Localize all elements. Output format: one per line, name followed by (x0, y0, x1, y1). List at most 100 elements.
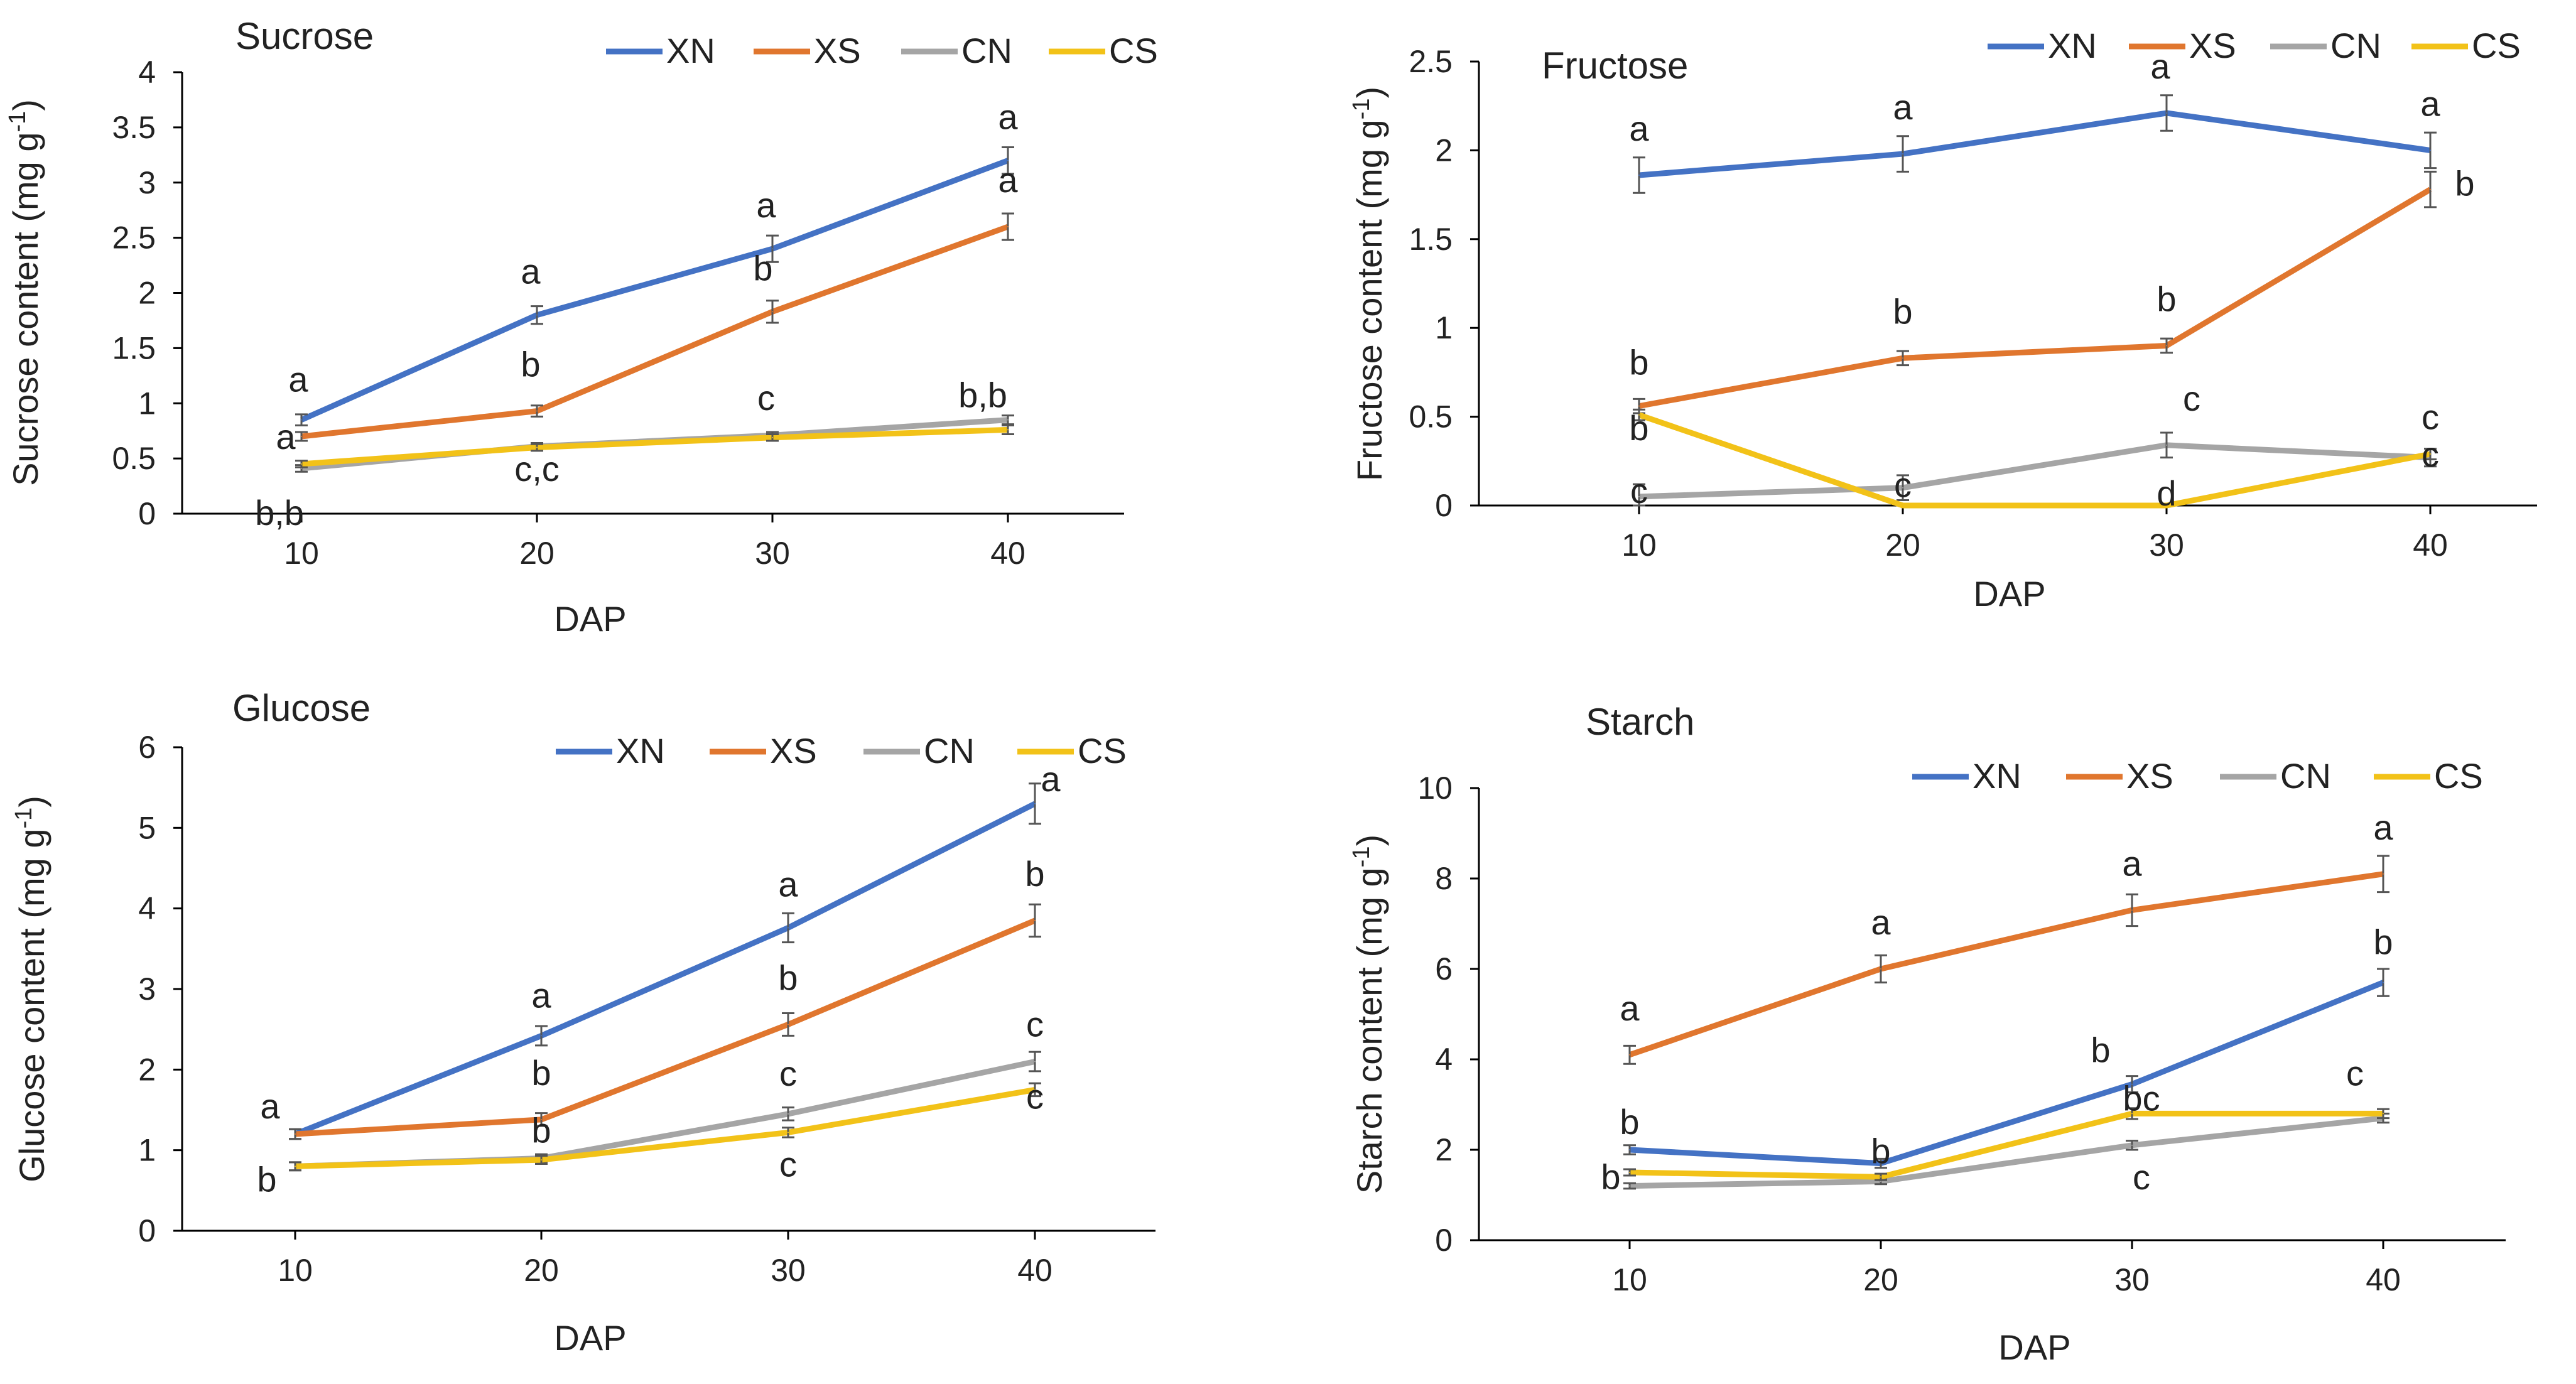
data-point-cs (2131, 1113, 2133, 1115)
data-point-xs (772, 311, 773, 313)
x-tick-label: 30 (2114, 1262, 2150, 1297)
significance-letter: c (2422, 397, 2439, 437)
significance-letter: b (1629, 408, 1648, 448)
y-axis-label: Starch content (mg g-1) (1348, 835, 1389, 1194)
x-tick-label: 40 (1017, 1253, 1053, 1288)
y-axis-label-end: ) (1350, 87, 1389, 99)
series-line-cs (301, 426, 1009, 467)
data-point-xs (1007, 226, 1009, 228)
y-axis-label-text: Fructose content (mg g (1350, 119, 1389, 481)
data-point-cn (1629, 1185, 1630, 1187)
y-tick-label: 2 (138, 276, 156, 311)
x-tick-label: 30 (755, 536, 790, 571)
significance-letter: a (2420, 84, 2440, 123)
significance-letter: b (1601, 1157, 1620, 1197)
data-point-cs (1902, 505, 1903, 506)
data-point-cs (772, 436, 773, 438)
data-point-xs (787, 1024, 789, 1025)
y-axis-label-end: ) (1350, 835, 1389, 846)
significance-letter: a (998, 160, 1018, 200)
y-tick-label: 2 (1435, 1132, 1453, 1167)
y-tick-label: 0 (1435, 1223, 1453, 1258)
data-point-cs (1007, 429, 1009, 431)
chart-panel-starch: 0 2 4 6 8 10 10 20 30 40 Starch DAP Starch content (… (1348, 701, 2506, 1367)
y-tick-label: 0 (138, 1213, 156, 1248)
y-tick-label: 8 (1435, 861, 1453, 896)
y-axis-label: Fructose content (mg g-1) (1348, 87, 1389, 481)
legend-label-xs: XS (814, 31, 861, 70)
y-axis-label: Glucose content (mg g-1) (11, 796, 51, 1182)
significance-letter: a (521, 252, 541, 291)
y-tick-label: 10 (1417, 770, 1453, 806)
series-line-xs (301, 224, 1009, 440)
significance-letter: b (257, 1159, 276, 1199)
data-point-cs (1880, 1176, 1881, 1178)
data-point-xs (2166, 345, 2167, 347)
significance-letter: b (1871, 1132, 1890, 1171)
y-axis-label-superscript: -1 (1348, 846, 1375, 868)
significance-letter: a (756, 185, 776, 225)
significance-letter: c (2183, 379, 2200, 418)
x-tick-label: 40 (990, 536, 1026, 571)
series-line-xn (294, 801, 1037, 1137)
significance-letter: b (753, 248, 772, 288)
data-point-cs (541, 1159, 542, 1161)
legend-label-cs: CS (1078, 731, 1127, 770)
x-axis-label: DAP (1998, 1327, 2070, 1367)
data-point-xs (1638, 405, 1640, 407)
y-tick-label: 1 (138, 386, 156, 421)
y-tick-label: 2 (138, 1052, 156, 1087)
data-point-xn (2166, 112, 2167, 114)
y-tick-label: 1.5 (1409, 222, 1453, 257)
y-tick-label: 2.5 (112, 220, 156, 256)
series-line-cn (295, 1059, 1036, 1169)
significance-letter: a (1620, 988, 1640, 1028)
series-line-xs (1628, 871, 2384, 1058)
series-line-xn (1629, 980, 2384, 1167)
data-point-xs (1902, 357, 1903, 359)
data-point-xs (2131, 909, 2133, 911)
data-point-xn (1034, 803, 1036, 804)
x-tick-label: 20 (519, 536, 555, 571)
data-point-xn (541, 1035, 542, 1037)
data-point-xs (301, 435, 302, 437)
chart-title: Starch (1586, 701, 1694, 743)
significance-letter: a (2150, 46, 2170, 86)
data-point-xn (2430, 149, 2431, 151)
significance-letter: d (2157, 473, 2176, 513)
y-tick-label: 0 (1435, 488, 1453, 523)
significance-letter: a (276, 417, 296, 457)
significance-letter: c (1630, 471, 1648, 511)
data-point-xn (1638, 174, 1640, 176)
legend-label-cs: CS (2472, 26, 2521, 65)
chart-title: Fructose (1542, 45, 1688, 87)
y-tick-label: 2 (1435, 132, 1453, 168)
data-point-cs (2383, 1113, 2384, 1115)
data-point-cn (1902, 487, 1903, 489)
data-point-cs (536, 446, 538, 448)
x-tick-label: 40 (2366, 1262, 2401, 1297)
error-bar-cn (1633, 483, 1645, 507)
y-tick-label: 1 (138, 1133, 156, 1168)
significance-letter: bc (2123, 1078, 2160, 1118)
y-tick-label: 6 (138, 730, 156, 765)
data-point-cn (1034, 1061, 1036, 1062)
significance-letter: c (2133, 1157, 2150, 1197)
data-point-xs (1629, 1054, 1630, 1056)
x-tick-label: 20 (1885, 527, 1920, 563)
legend-label-cs: CS (2434, 756, 2483, 796)
data-point-xn (2383, 981, 2384, 983)
x-axis-label: DAP (1973, 574, 2045, 614)
y-tick-label: 2.5 (1409, 44, 1453, 79)
legend-label-cn: CN (961, 31, 1012, 70)
significance-letter: a (531, 975, 551, 1015)
legend-label-cs: CS (1109, 31, 1158, 70)
x-tick-label: 40 (2413, 527, 2448, 563)
significance-letter: c (1026, 1005, 1044, 1044)
data-point-cs (295, 1165, 296, 1167)
data-point-xs (1880, 968, 1881, 970)
x-tick-label: 10 (284, 536, 319, 571)
series-line-xn (300, 158, 1009, 423)
significance-letter: b (1025, 854, 1044, 894)
legend-label-xn: XN (2048, 26, 2097, 65)
